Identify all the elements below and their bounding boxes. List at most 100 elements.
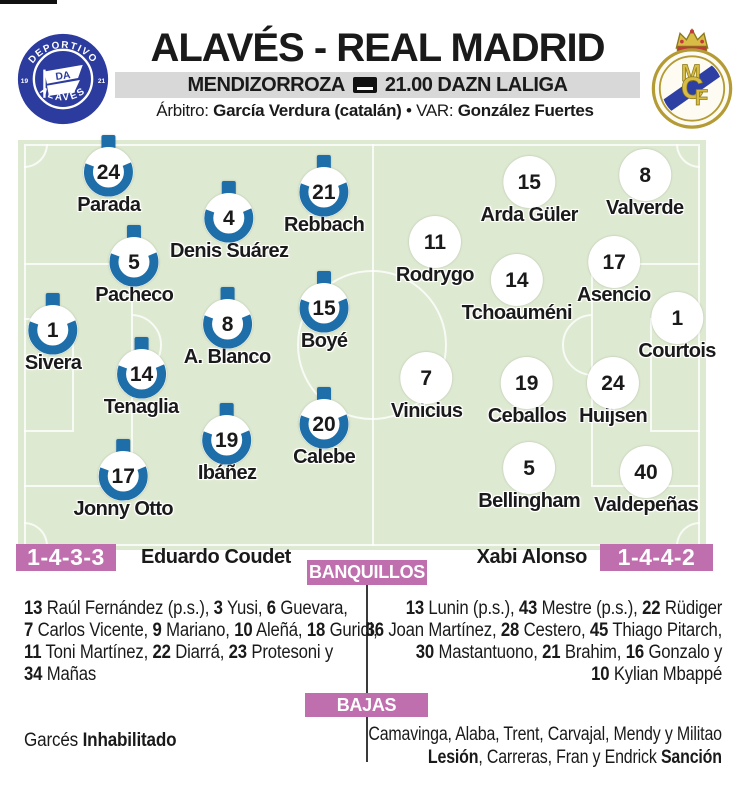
referee-label: Árbitro: [156,101,209,120]
player-name-label: Pacheco [95,284,174,307]
player-name-label: Rodrygo [395,264,475,287]
player-name-label: Courtois [638,339,716,362]
player-number: 14 [505,269,529,292]
home-player-4: 4 Denis Suárez [170,180,289,263]
away-player-24: 24 Huijsen [579,345,648,428]
player-name-label: Boyé [300,330,348,353]
away-player-7: 7 Vinicius [391,340,463,423]
home-player-24: 24 Parada [77,134,141,217]
away-player-15: 15 Arda Güler [480,144,578,227]
home-shirt-icon: 19 [202,403,253,466]
player-name-label: Ibáñez [197,462,257,485]
home-player-20: 20 Calebe [293,386,356,469]
home-shirt-icon: 4 [204,180,255,243]
home-player-8: 8 A. Blanco [184,286,271,369]
home-player-14: 14 Tenaglia [104,336,179,419]
player-number: 7 [421,367,433,390]
player-name-label: Arda Güler [480,203,578,226]
player-name-label: Tenaglia [103,396,179,419]
home-player-5: 5 Pacheco [95,224,174,307]
home-shirt-icon: 20 [299,387,350,450]
home-player-17: 17 Jonny Otto [73,438,174,521]
bench-line: 30 Mastantuono, 21 Brahim, 16 Gonzalo y [415,642,723,663]
tv-icon [352,77,377,93]
home-shirt-icon: 14 [116,337,167,400]
away-player-5: 5 Bellingham [478,430,581,513]
player-number: 21 [312,181,336,204]
home-bench-list: 13 Raúl Fernández (p.s.), 3 Yusi, 6 Guev… [24,598,378,686]
player-number: 19 [215,429,238,452]
player-number: 8 [221,313,233,336]
home-bajas-list: Garcés Inhabilitado [24,730,177,752]
player-name-label: A. Blanco [183,346,271,369]
svg-text:F: F [695,85,709,110]
bench-line: 13 Raúl Fernández (p.s.), 3 Yusi, 6 Guev… [24,598,348,619]
var-label: VAR: [416,101,454,120]
banquillos-header: BANQUILLOS [307,560,427,585]
away-player-19: 19 Ceballos [488,345,567,428]
player-number: 5 [523,457,535,480]
home-player-21: 21 Rebbach [284,154,365,237]
home-shirt-icon: 21 [299,155,350,218]
player-number: 8 [639,164,651,187]
alaves-crest-icon: DEPORTIVO ALAVÉS 19 21 DA [17,33,109,125]
svg-text:C: C [681,71,704,106]
home-shirt-icon: 17 [98,439,149,502]
away-bench-list: 13 Lunin (p.s.), 43 Mestre (p.s.), 22 Rü… [365,598,722,686]
home-formation-badge: 1-4-3-3 [16,544,116,571]
var-name: González Fuertes [457,101,594,120]
bajas-line: Garcés Inhabilitado [24,730,177,751]
player-number: 4 [223,207,235,230]
player-name-label: Huijsen [579,405,648,428]
column-divider [366,585,368,762]
player-number: 17 [602,251,625,274]
player-name-label: Bellingham [478,490,581,512]
player-number: 5 [128,251,140,274]
player-number: 14 [129,363,153,386]
away-shirt-icon: 40 [620,446,673,499]
player-name-label: Tchoauméni [461,301,573,324]
home-shirt-icon: 1 [28,292,79,355]
player-name-label: Asencio [576,284,651,307]
player-number: 40 [634,461,657,484]
home-shirt-icon: 15 [299,271,350,334]
svg-text:DA: DA [55,70,72,83]
pitch: 24 Parada 21 Rebbach 4 Denis Suárez 5 Pacheco 1 S… [18,134,716,550]
player-number: 1 [671,307,683,330]
away-coach-name: Xabi Alonso [476,546,588,568]
home-shirt-icon: 5 [109,225,160,288]
player-number: 11 [424,231,447,254]
away-formation-badge: 1-4-4-2 [600,544,713,571]
player-number: 17 [112,465,135,488]
player-name-label: Calebe [293,446,356,469]
away-shirt-icon: 8 [618,148,671,201]
player-number: 24 [97,161,121,184]
bench-line: 34 Mañas [24,664,97,685]
player-name-label: Jonny Otto [73,498,174,521]
player-number: 20 [312,413,335,436]
away-player-1: 1 Courtois [638,280,716,363]
player-number: 15 [517,171,541,194]
bajas-line: Lesión, Carreras, Fran y Endrick Sanción [428,747,722,768]
bench-line: 10 Kylian Mbappé [590,664,722,685]
home-player-15: 15 Boyé [296,270,352,353]
referee-line: Árbitro: García Verdura (catalán) • VAR:… [0,101,750,121]
real-madrid-crest-icon: M C F [651,28,733,129]
away-shirt-icon: 19 [501,357,554,410]
away-shirt-icon: 7 [400,351,453,404]
venue-label: MENDIZORROZA [187,73,346,96]
away-shirt-icon: 14 [490,253,543,306]
player-number: 19 [515,372,538,395]
home-coach-name: Eduardo Coudet [141,546,291,568]
referee-name: García Verdura (catalán) [213,101,402,120]
away-shirt-icon: 24 [587,357,640,410]
away-player-14: 14 Tchoauméni [461,242,573,325]
player-number: 24 [601,372,625,395]
home-shirt-icon: 24 [83,134,134,197]
bajas-header: BAJAS [305,693,428,717]
bench-line: 7 Carlos Vicente, 9 Mariano, 10 Aleñá, 1… [24,620,378,641]
svg-text:19: 19 [21,78,29,85]
home-shirt-icon: 8 [202,287,253,350]
player-name-label: Valdepeñas [594,494,699,517]
